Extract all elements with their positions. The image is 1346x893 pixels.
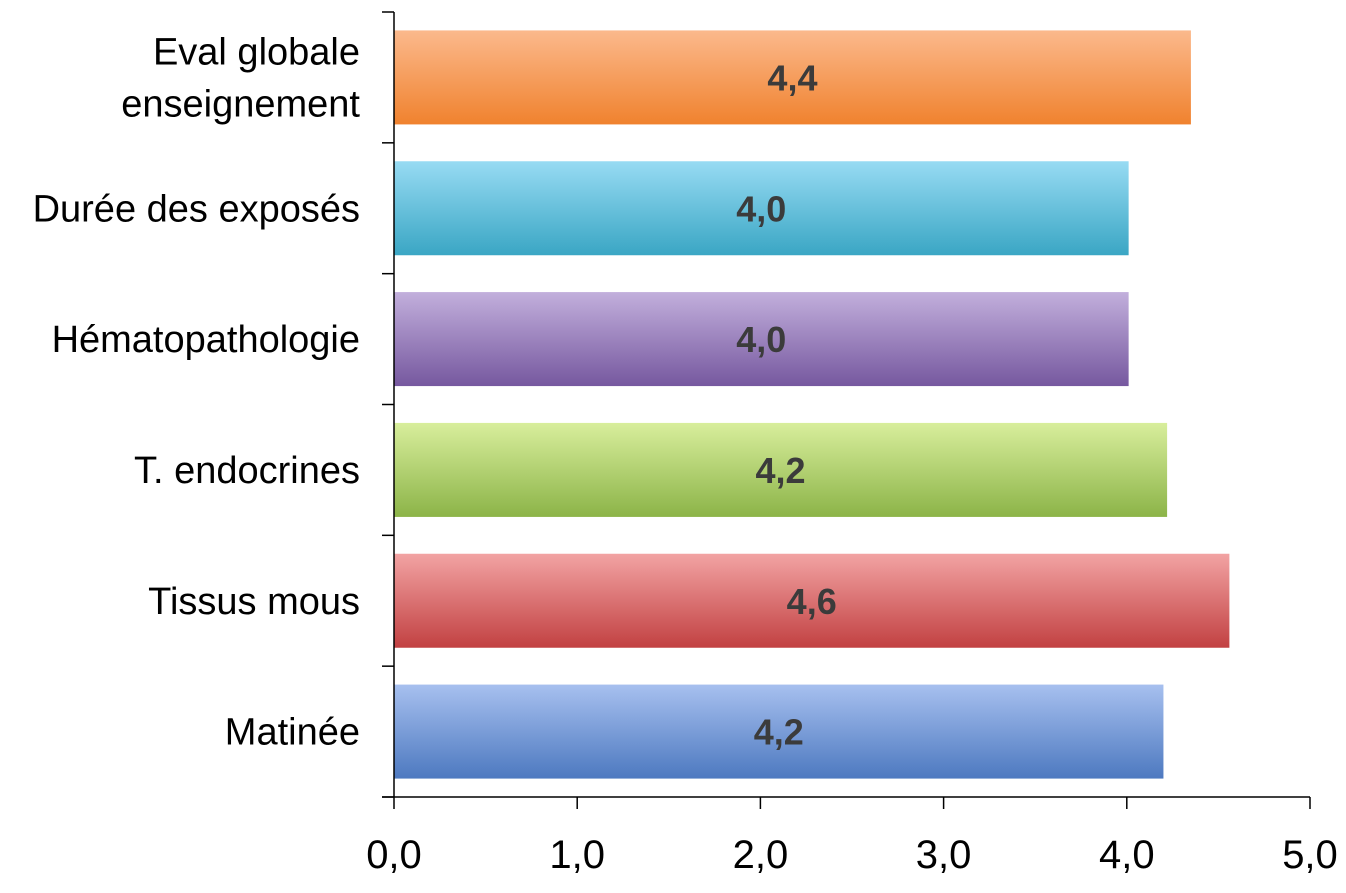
data-label-0: 4,4 — [767, 57, 817, 98]
bar-0 — [394, 30, 1191, 125]
data-label-2: 4,0 — [736, 319, 786, 360]
bar-4 — [394, 553, 1230, 648]
category-label-4: Tissus mous — [148, 581, 360, 623]
data-label-1: 4,0 — [736, 188, 786, 229]
bar-1 — [394, 161, 1129, 256]
category-label-3: T. endocrines — [134, 450, 360, 492]
x-tick-label-3: 3,0 — [916, 833, 972, 877]
data-label-3: 4,2 — [756, 450, 806, 491]
bar-5 — [394, 684, 1164, 779]
data-label-4: 4,6 — [787, 581, 837, 622]
x-tick-label-0: 0,0 — [366, 833, 422, 877]
x-tick-label-2: 2,0 — [733, 833, 789, 877]
labels-layer: 4,4 Eval globale enseignement 4,0 Durée des … — [33, 31, 1338, 877]
x-tick-label-1: 1,0 — [549, 833, 605, 877]
data-label-5: 4,2 — [754, 712, 804, 753]
category-label-1: Durée des exposés — [33, 188, 360, 230]
x-tick-label-5: 5,0 — [1282, 833, 1338, 877]
x-tick-label-4: 4,0 — [1099, 833, 1155, 877]
bars-layer — [394, 30, 1230, 779]
category-label-5: Matinée — [225, 712, 360, 754]
bar-2 — [394, 292, 1129, 387]
bar-3 — [394, 422, 1168, 517]
axes-layer — [382, 11, 1311, 809]
category-label-2: Hématopathologie — [52, 319, 360, 361]
category-label-0: Eval globale enseignement — [121, 31, 360, 125]
